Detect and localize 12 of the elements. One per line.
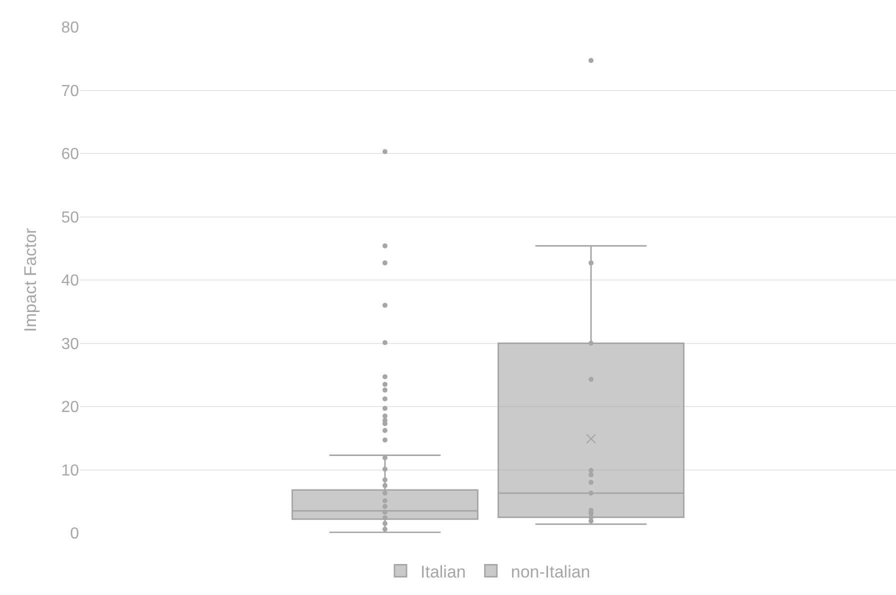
- y-tick-label: 50: [61, 209, 80, 226]
- y-tick-label: 80: [61, 20, 80, 37]
- y-tick-label: 20: [61, 399, 80, 416]
- y-tick-label: 60: [61, 146, 80, 164]
- y-tick-label: 40: [61, 272, 80, 290]
- legend-label: non-Italian: [510, 562, 590, 582]
- y-tick-label: 70: [61, 82, 80, 100]
- y-tick-label: 30: [61, 336, 80, 353]
- legend-label: Italian: [420, 562, 466, 582]
- y-tick-label: 0: [70, 526, 80, 543]
- y-tick-label: 10: [61, 462, 80, 480]
- y-axis-title: Impact Factor: [21, 228, 40, 332]
